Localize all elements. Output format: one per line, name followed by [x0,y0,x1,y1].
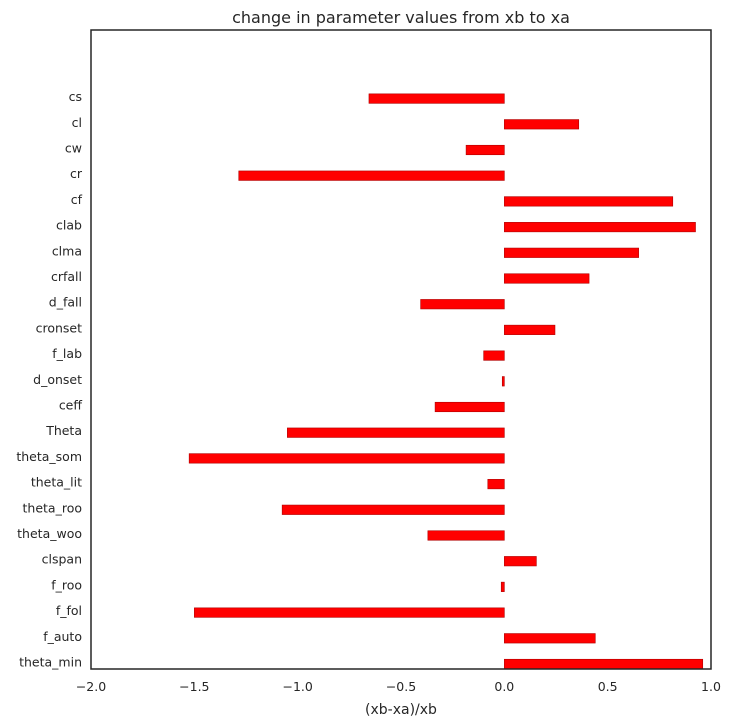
y-tick-label-cronset: cronset [36,320,83,335]
y-tick-label-theta_min: theta_min [19,655,82,670]
y-tick-label-crfall: crfall [51,269,82,284]
x-tick-label: −1.0 [282,679,312,694]
bar-clab [504,222,696,233]
plot-frame [90,29,712,670]
bar-clma [504,247,639,258]
y-tick-label-d_onset: d_onset [33,372,82,387]
x-tick-labels: −2.0 −1.5 −1.0 −0.5 0.0 0.5 1.0 [76,679,721,694]
y-tick-labels: theta_min f_auto f_fol f_roo clspan theta_woo… [16,89,83,669]
bar-f_roo [500,581,505,592]
y-tick-label-f_roo: f_roo [51,577,82,592]
y-tick-label-theta_som: theta_som [16,449,82,464]
y-tick-label-ceff: ceff [59,398,83,413]
bar-ceff [434,401,505,413]
bar-theta_min [504,658,704,670]
x-tick-label: 0.5 [598,679,618,694]
x-tick-label: 1.0 [701,679,721,694]
y-tick-label-theta_roo: theta_roo [23,500,83,515]
y-tick-label-Theta: Theta [45,423,82,438]
bar-theta_woo [427,530,505,541]
bar-cronset [504,324,556,335]
bar-theta_som [188,453,505,464]
y-tick-label-cs: cs [69,89,82,104]
y-tick-label-cf: cf [71,192,83,207]
bar-theta_roo [281,504,505,515]
x-tick-label: −1.5 [179,679,209,694]
bar-theta_lit [487,479,505,490]
bar-cl [504,119,580,130]
bar-cs [368,93,505,104]
bars-layer [188,93,704,670]
chart-title: change in parameter values from xb to xa [232,8,570,27]
bar-clspan [504,556,537,567]
x-tick-label: −2.0 [76,679,106,694]
bar-cr [238,170,505,181]
y-tick-label-f_lab: f_lab [52,346,82,361]
bar-d_onset [501,376,505,387]
x-tick-label: −0.5 [386,679,416,694]
bar-cf [504,196,674,207]
y-tick-label-f_auto: f_auto [43,629,82,644]
bar-cw [465,144,505,156]
bar-f_lab [483,350,505,361]
bar-crfall [504,273,590,284]
y-tick-label-clab: clab [56,218,82,233]
y-tick-label-clma: clma [52,243,82,258]
bar-d_fall [420,299,505,310]
y-tick-label-d_fall: d_fall [49,295,82,310]
y-tick-label-cw: cw [65,141,82,156]
x-tick-label: 0.0 [494,679,514,694]
y-tick-label-cr: cr [70,166,83,181]
x-axis-label: (xb-xa)/xb [365,702,437,718]
bar-f_fol [194,607,505,618]
y-tick-label-clspan: clspan [42,552,82,567]
y-tick-label-theta_woo: theta_woo [17,526,82,541]
y-tick-label-f_fol: f_fol [56,603,82,618]
y-tick-label-theta_lit: theta_lit [31,475,82,490]
bar-Theta [287,427,505,438]
bar-f_auto [504,633,596,644]
y-tick-label-cl: cl [72,115,82,130]
